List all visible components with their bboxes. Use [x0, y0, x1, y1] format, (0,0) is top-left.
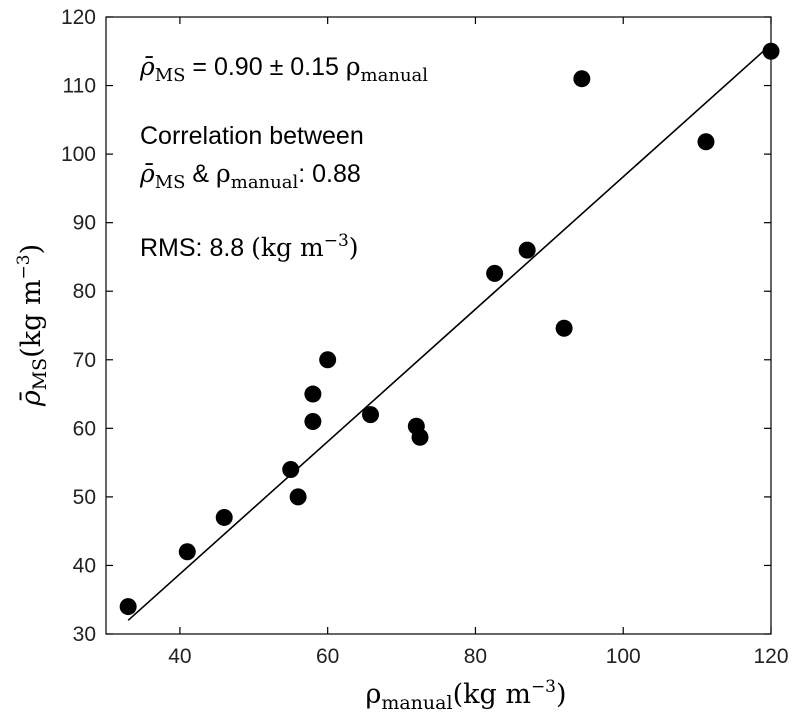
y-tick-label: 80 — [73, 280, 96, 303]
data-point — [119, 598, 137, 616]
correlation-sym1: ρ̄ — [139, 159, 155, 188]
equation-middle: = 0.90 ± 0.15 — [185, 53, 345, 81]
x-tick-label: 60 — [316, 645, 339, 668]
data-point — [178, 543, 196, 561]
data-point — [282, 460, 300, 478]
y-tick-label: 50 — [73, 486, 96, 509]
correlation-annotation-line2: ρ̄MS & ρmanual: 0.88 — [139, 159, 361, 193]
y-axis-title-units-close: ) — [16, 244, 47, 255]
rms-units: (kg m — [251, 233, 324, 262]
data-point — [319, 351, 337, 369]
y-tick-label: 120 — [61, 6, 96, 29]
data-point — [697, 133, 715, 151]
rms-units-close: ) — [349, 233, 359, 262]
rms-annotation: RMS: 8.8 (kg m−3) — [140, 231, 359, 262]
x-tick-label: 100 — [606, 645, 641, 668]
data-points — [119, 42, 780, 616]
x-axis-title: ρmanual(kg m−3) — [365, 677, 566, 713]
x-axis-title-units-close: ) — [556, 679, 567, 710]
y-axis-title-subscript: MS — [29, 358, 51, 390]
y-tick-label: 30 — [73, 623, 96, 646]
x-tick-label: 80 — [464, 645, 487, 668]
x-axis-title-subscript: manual — [381, 692, 452, 713]
data-point — [762, 42, 780, 60]
y-tick-label: 110 — [63, 75, 96, 98]
equation-lhs-subscript: MS — [155, 65, 186, 86]
x-tick-label: 40 — [168, 645, 191, 668]
equation-lhs-symbol: ρ̄ — [139, 52, 155, 81]
equation-rhs-subscript: manual — [361, 65, 429, 86]
correlation-sym2: ρ — [216, 159, 231, 188]
y-axis-title-symbol: ρ̄ — [16, 390, 47, 407]
data-point — [362, 406, 380, 424]
y-axis-title-units: (kg m — [16, 279, 47, 357]
y-tick-label: 90 — [73, 212, 96, 235]
y-tick-label: 100 — [61, 143, 96, 166]
rms-units-exponent: −3 — [324, 231, 349, 251]
data-point — [289, 488, 307, 506]
y-tick-label: 70 — [73, 349, 96, 372]
y-axis-title: ρ̄MS(kg m−3) — [14, 244, 51, 407]
data-point — [411, 428, 429, 446]
data-point — [555, 319, 573, 337]
data-point — [573, 70, 591, 88]
data-point — [518, 241, 536, 259]
x-tick-label: 120 — [753, 645, 788, 668]
data-point — [304, 385, 322, 403]
y-axis-ticks: 30 40 50 60 70 80 90 100 110 120 — [61, 6, 771, 646]
x-axis-title-units: (kg m — [453, 679, 531, 710]
y-axis-title-units-exponent: −3 — [14, 254, 34, 279]
x-axis-ticks: 40 60 80 100 120 — [168, 17, 789, 668]
correlation-value: : 0.88 — [298, 160, 361, 188]
data-point — [215, 508, 233, 526]
data-point — [486, 264, 504, 282]
correlation-sub2: manual — [231, 172, 299, 193]
correlation-sub1: MS — [155, 172, 186, 193]
y-tick-label: 40 — [73, 554, 96, 577]
rms-label: RMS: 8.8 — [140, 234, 251, 262]
x-axis-title-symbol: ρ — [365, 679, 381, 710]
equation-annotation: ρ̄MS = 0.90 ± 0.15 ρmanual — [139, 52, 428, 86]
correlation-amp: & — [185, 160, 216, 188]
y-tick-label: 60 — [73, 417, 96, 440]
plot-frame — [105, 16, 772, 635]
fit-line — [127, 43, 772, 621]
x-axis-title-units-exponent: −3 — [531, 677, 556, 697]
fit-line-group — [127, 43, 772, 621]
data-point — [304, 412, 322, 430]
equation-rhs-symbol: ρ — [346, 52, 361, 81]
correlation-annotation-line1: Correlation between — [140, 122, 364, 150]
